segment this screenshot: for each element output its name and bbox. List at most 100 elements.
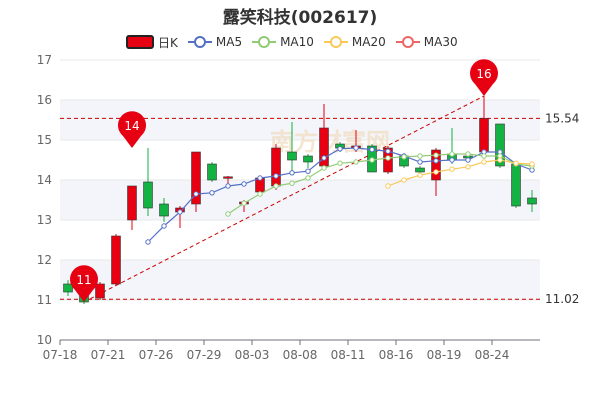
ma-point bbox=[273, 183, 279, 189]
x-tick-label: 07-29 bbox=[187, 348, 222, 362]
marker-pin-shape bbox=[70, 265, 98, 302]
ma-point bbox=[321, 165, 327, 171]
marker-pin-shape bbox=[118, 111, 147, 148]
x-tick-label: 07-21 bbox=[91, 348, 126, 362]
candle bbox=[271, 144, 281, 190]
candle bbox=[95, 282, 105, 300]
x-tick-label: 08-11 bbox=[331, 348, 366, 362]
legend-line-swatch bbox=[323, 35, 348, 49]
legend-label: MA10 bbox=[280, 35, 314, 49]
ma-point bbox=[481, 153, 487, 159]
ma-point bbox=[145, 239, 151, 245]
ma-point bbox=[465, 164, 471, 170]
ma-point bbox=[337, 160, 343, 166]
legend: 日K MA5 MA10 MA20 MA30 bbox=[126, 33, 468, 51]
marker-pin: 16 bbox=[470, 59, 498, 96]
ma-point bbox=[193, 191, 199, 197]
ma-point bbox=[321, 155, 327, 161]
candle-body bbox=[111, 235, 121, 285]
legend-item-ma20[interactable]: MA20 bbox=[323, 35, 386, 49]
ma-point bbox=[257, 175, 263, 181]
ma-point bbox=[305, 175, 311, 181]
legend-item-ma30[interactable]: MA30 bbox=[395, 35, 458, 49]
ma-point bbox=[273, 173, 279, 179]
y-tick-label: 10 bbox=[37, 333, 52, 347]
ma-point bbox=[385, 155, 391, 161]
ma-point bbox=[433, 158, 439, 164]
x-tick-label: 08-08 bbox=[283, 348, 318, 362]
marker-label: 11 bbox=[76, 273, 91, 287]
ma-point bbox=[449, 166, 455, 172]
marker-label: 14 bbox=[124, 119, 139, 133]
ma-line-ma20 bbox=[387, 159, 533, 187]
ma-point bbox=[241, 200, 247, 206]
candle-body bbox=[303, 155, 313, 163]
candle-body bbox=[143, 181, 153, 209]
ma-point bbox=[289, 170, 295, 176]
ma-point bbox=[513, 160, 519, 166]
x-tick-label: 08-03 bbox=[235, 348, 270, 362]
x-tick-label: 07-26 bbox=[139, 348, 174, 362]
candle bbox=[207, 162, 217, 182]
marker-pin: 14 bbox=[118, 111, 147, 148]
candle bbox=[63, 280, 73, 296]
ref-line-label: 11.02 bbox=[545, 292, 579, 306]
candle-body bbox=[271, 147, 281, 187]
y-tick-label: 17 bbox=[37, 53, 52, 67]
candle-body bbox=[287, 151, 297, 161]
legend-label: MA5 bbox=[215, 35, 243, 49]
candle bbox=[159, 198, 169, 222]
candle-body bbox=[159, 203, 169, 217]
candle bbox=[287, 122, 297, 174]
candle bbox=[143, 148, 153, 216]
ma-point bbox=[417, 159, 423, 165]
ma-point bbox=[385, 148, 391, 154]
ma-point bbox=[369, 157, 375, 163]
candle bbox=[511, 163, 521, 208]
ma-point bbox=[161, 223, 167, 229]
candle-body bbox=[415, 167, 425, 173]
legend-item-ma5[interactable]: MA5 bbox=[187, 35, 243, 49]
ma-point bbox=[449, 151, 455, 157]
legend-line-swatch bbox=[395, 35, 420, 49]
y-tick-label: 12 bbox=[37, 253, 52, 267]
ma-point bbox=[529, 161, 535, 167]
y-tick-label: 13 bbox=[37, 213, 52, 227]
ma-point bbox=[225, 183, 231, 189]
grid-band bbox=[60, 180, 540, 220]
x-tick-label: 08-19 bbox=[427, 348, 462, 362]
candle bbox=[527, 190, 537, 212]
ma-point bbox=[257, 191, 263, 197]
candle-body bbox=[495, 123, 505, 167]
ref-line-label: 15.54 bbox=[545, 111, 579, 125]
candle-body bbox=[63, 283, 73, 293]
ma-point bbox=[353, 159, 359, 165]
legend-item-日k[interactable]: 日K bbox=[126, 34, 178, 51]
ma-point bbox=[417, 172, 423, 178]
y-tick-label: 14 bbox=[37, 173, 52, 187]
chart-title: 露笑科技(002617) bbox=[222, 8, 378, 28]
marker-label: 16 bbox=[476, 67, 491, 81]
legend-item-ma10[interactable]: MA10 bbox=[252, 35, 314, 49]
ma-point bbox=[433, 152, 439, 158]
candle-body bbox=[479, 118, 489, 153]
ma-point bbox=[385, 183, 391, 189]
candle-body bbox=[95, 283, 105, 299]
candle-body bbox=[223, 176, 233, 179]
ma-point bbox=[401, 177, 407, 183]
ma-point bbox=[497, 157, 503, 163]
candle bbox=[303, 154, 313, 168]
legend-label: 日K bbox=[158, 35, 178, 50]
trend-line bbox=[83, 95, 485, 303]
legend-line-swatch bbox=[252, 35, 277, 49]
ma-point bbox=[481, 159, 487, 165]
ma-point bbox=[209, 190, 215, 196]
legend-line-swatch bbox=[187, 35, 212, 49]
marker-pin: 11 bbox=[70, 265, 98, 302]
marker-pin-shape bbox=[470, 59, 498, 96]
candle-body bbox=[431, 149, 441, 181]
candle bbox=[127, 185, 137, 230]
x-tick-label: 07-18 bbox=[43, 348, 78, 362]
